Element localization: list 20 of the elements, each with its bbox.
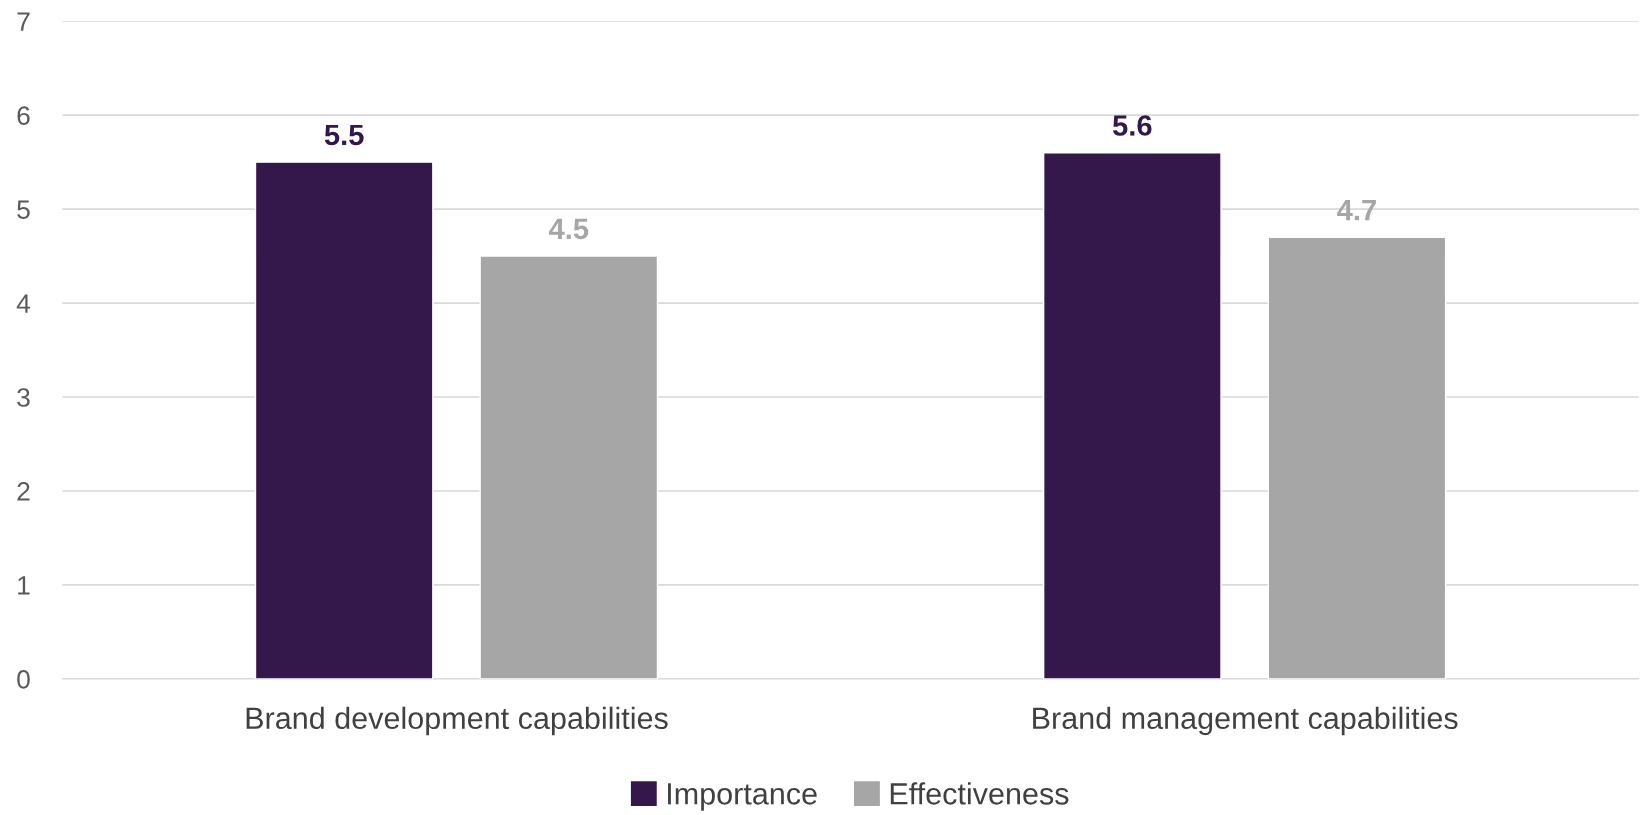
y-tick-label: 6 bbox=[17, 106, 30, 125]
y-tick-label: 0 bbox=[17, 670, 30, 689]
y-tick-label: 7 bbox=[17, 12, 30, 31]
data-label: 4.7 bbox=[1337, 200, 1376, 221]
y-tick-label: 1 bbox=[18, 576, 30, 595]
bar bbox=[479, 255, 659, 679]
y-tick-label: 3 bbox=[17, 388, 30, 407]
x-tick-label: Brand management capabilities bbox=[1033, 706, 1458, 736]
bar bbox=[1042, 152, 1222, 679]
legend-label: Importance bbox=[668, 783, 817, 811]
legend-label: Effectiveness bbox=[890, 782, 1069, 805]
y-tick-label: 5 bbox=[17, 200, 30, 219]
y-tick-label: 4 bbox=[16, 294, 31, 313]
data-label: 5.5 bbox=[324, 124, 364, 146]
data-label: 4.5 bbox=[548, 218, 589, 240]
x-tick-label: Brand development capabilities bbox=[246, 706, 668, 736]
y-tick-label: 2 bbox=[17, 482, 30, 501]
bar bbox=[254, 161, 434, 679]
data-label: 5.6 bbox=[1112, 115, 1152, 136]
bar bbox=[1267, 236, 1447, 679]
